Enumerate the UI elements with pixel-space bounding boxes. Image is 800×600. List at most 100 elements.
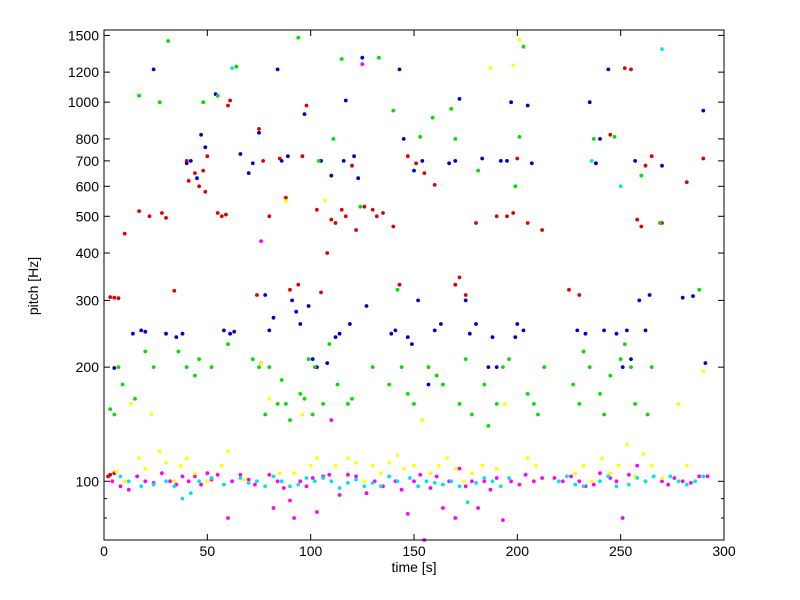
data-point <box>108 295 113 299</box>
data-point <box>534 463 538 468</box>
data-point <box>325 251 330 255</box>
data-point <box>354 460 358 465</box>
data-point <box>362 484 367 489</box>
data-point <box>503 402 507 406</box>
data-point <box>234 64 239 69</box>
data-point <box>195 176 199 181</box>
data-point <box>441 382 445 387</box>
data-point <box>560 479 565 484</box>
data-point <box>203 189 208 194</box>
data-point <box>197 357 202 361</box>
data-point <box>137 456 142 461</box>
data-point <box>327 472 332 477</box>
data-point <box>482 382 487 387</box>
data-point <box>230 479 235 484</box>
data-point <box>684 482 689 487</box>
data-point <box>482 479 487 484</box>
data-point <box>480 463 485 468</box>
data-point <box>408 476 412 480</box>
data-point <box>203 145 208 150</box>
data-point <box>112 295 117 300</box>
y-tick-label: 700 <box>76 153 100 169</box>
data-point <box>226 103 230 108</box>
data-point <box>517 482 522 487</box>
data-point <box>323 198 327 203</box>
data-point <box>614 484 619 489</box>
data-point <box>494 402 499 406</box>
data-point <box>463 484 468 489</box>
data-point <box>701 474 706 479</box>
data-point <box>641 452 646 456</box>
data-point <box>267 365 272 369</box>
data-point <box>321 476 325 480</box>
data-point <box>149 412 154 417</box>
data-point <box>261 159 265 163</box>
data-point <box>399 487 404 492</box>
data-point <box>180 496 185 501</box>
data-point <box>474 322 478 326</box>
data-point <box>139 484 144 489</box>
data-point <box>616 463 621 468</box>
data-point <box>467 331 472 336</box>
data-point <box>523 472 528 477</box>
data-point <box>587 100 592 105</box>
data-point <box>271 506 276 510</box>
data-point <box>143 479 148 484</box>
data-point <box>358 204 363 209</box>
data-point <box>660 476 664 480</box>
data-point <box>157 100 162 105</box>
data-point <box>447 161 451 166</box>
data-point <box>505 214 509 219</box>
data-point <box>649 463 654 468</box>
data-point <box>575 328 580 333</box>
data-point <box>422 171 427 176</box>
data-point <box>238 472 243 477</box>
data-point <box>329 217 334 222</box>
data-point <box>660 163 664 168</box>
data-point <box>186 479 191 484</box>
data-point <box>333 221 338 225</box>
data-point <box>238 476 243 480</box>
data-point <box>306 357 311 361</box>
data-point <box>346 481 350 485</box>
data-point <box>257 126 261 131</box>
data-point <box>267 328 272 333</box>
data-point <box>108 472 113 477</box>
data-point <box>172 288 177 293</box>
data-point <box>164 216 168 220</box>
x-tick-label: 0 <box>100 543 108 559</box>
data-point <box>298 479 303 484</box>
data-point <box>606 67 611 72</box>
data-point <box>505 159 509 163</box>
data-point <box>139 328 144 333</box>
data-point <box>296 482 301 487</box>
data-point <box>532 402 536 406</box>
data-point <box>317 159 321 163</box>
data-point <box>461 479 466 484</box>
data-point <box>620 516 625 520</box>
data-point <box>525 221 530 225</box>
data-point <box>288 498 292 503</box>
data-point <box>304 476 309 480</box>
x-tick-label: 50 <box>200 543 216 559</box>
data-point <box>414 161 418 166</box>
data-point <box>341 159 346 163</box>
data-point <box>350 163 354 168</box>
data-point <box>315 456 319 461</box>
data-point <box>116 365 121 369</box>
data-point <box>255 293 259 297</box>
data-point <box>463 298 468 303</box>
data-point <box>598 471 602 476</box>
data-point <box>259 239 263 244</box>
data-point <box>298 392 303 396</box>
data-point <box>226 449 230 454</box>
data-point <box>643 479 648 484</box>
data-point <box>267 472 272 477</box>
data-point <box>379 484 383 489</box>
data-point <box>453 159 458 163</box>
data-point <box>108 407 113 411</box>
data-point <box>284 195 288 200</box>
data-point <box>449 479 454 484</box>
data-point <box>333 463 338 468</box>
data-point <box>174 335 179 339</box>
